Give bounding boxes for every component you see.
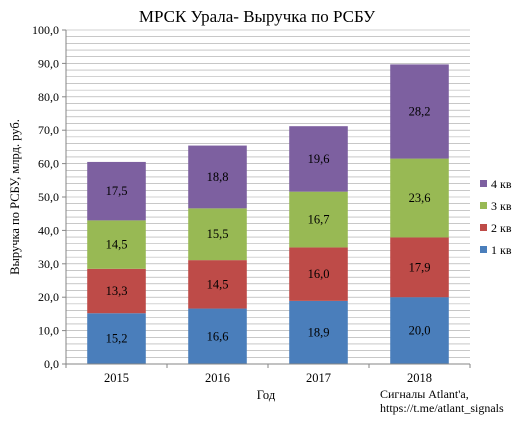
legend-swatch xyxy=(480,202,487,209)
legend-swatch xyxy=(480,224,487,231)
chart-title: МРСК Урала- Выручка по РСБУ xyxy=(139,7,376,26)
y-tick-label: 30,0 xyxy=(38,257,59,271)
data-label: 14,5 xyxy=(106,238,128,252)
y-tick-label: 0,0 xyxy=(44,357,59,371)
bar-segment xyxy=(87,268,146,314)
data-label: 18,8 xyxy=(207,170,229,184)
bars: 15,2 13,3 14,5 17,5 16,6 14,5 15,5 18,8 18,9 16,0… xyxy=(87,64,449,364)
y-tick-label: 20,0 xyxy=(38,290,59,304)
data-label: 16,6 xyxy=(207,329,229,343)
data-label: 28,2 xyxy=(409,104,431,118)
data-label: 17,9 xyxy=(409,260,431,274)
bar-segment xyxy=(390,64,449,159)
bar-segment xyxy=(390,297,449,364)
data-label: 15,5 xyxy=(207,227,229,241)
data-label: 23,6 xyxy=(409,191,431,205)
data-label: 17,5 xyxy=(106,184,128,198)
data-label: 20,0 xyxy=(409,324,431,338)
x-axis-label: Год xyxy=(257,388,276,402)
bar-segment xyxy=(390,237,449,298)
y-tick-label: 50,0 xyxy=(38,190,59,204)
bar-segment xyxy=(87,161,146,221)
legend-swatch xyxy=(480,180,487,187)
bar-segment xyxy=(289,191,348,248)
data-label: 15,2 xyxy=(106,332,128,346)
annotation-line2: https://t.me/atlant_signals xyxy=(380,401,504,415)
x-tick-label: 2018 xyxy=(407,371,432,385)
y-tick-label: 60,0 xyxy=(38,157,59,171)
bar-segment xyxy=(390,158,449,238)
legend-label: 2 кв xyxy=(491,221,512,235)
y-tick-label: 40,0 xyxy=(38,223,59,237)
y-tick-label: 70,0 xyxy=(38,123,59,137)
bar-segment xyxy=(188,260,247,309)
y-tick-label: 100,0 xyxy=(32,23,59,37)
bar-segment xyxy=(289,126,348,192)
annotation-line1: Сигналы Atlant'a, xyxy=(380,387,469,401)
legend: 4 кв 3 кв 2 кв 1 кв xyxy=(480,177,512,257)
x-tick-label: 2016 xyxy=(205,371,230,385)
y-axis-label: Выручка по РСБУ, млрд. руб. xyxy=(8,119,22,275)
data-label: 18,9 xyxy=(308,325,330,339)
legend-label: 3 кв xyxy=(491,199,512,213)
y-tick-label: 80,0 xyxy=(38,90,59,104)
bar-segment xyxy=(188,145,247,209)
bar-segment xyxy=(289,247,348,301)
bar-segment xyxy=(188,208,247,261)
data-label: 19,6 xyxy=(308,152,330,166)
y-tick-label: 10,0 xyxy=(38,324,59,338)
x-tick-label: 2015 xyxy=(104,371,129,385)
y-tick-label: 90,0 xyxy=(38,56,59,70)
data-label: 16,0 xyxy=(308,267,330,281)
bar-segment xyxy=(87,220,146,269)
data-label: 16,7 xyxy=(308,213,330,227)
bar-segment xyxy=(188,308,247,364)
legend-swatch xyxy=(480,246,487,253)
bar-segment xyxy=(87,313,146,364)
legend-label: 4 кв xyxy=(491,177,512,191)
bar-segment xyxy=(289,300,348,364)
data-label: 14,5 xyxy=(207,277,229,291)
data-label: 13,3 xyxy=(106,284,128,298)
axes: 0,0 10,0 20,0 30,0 40,0 50,0 60,0 70,0 80,0 90,0 1… xyxy=(32,23,471,385)
x-tick-label: 2017 xyxy=(306,371,331,385)
legend-label: 1 кв xyxy=(491,243,512,257)
